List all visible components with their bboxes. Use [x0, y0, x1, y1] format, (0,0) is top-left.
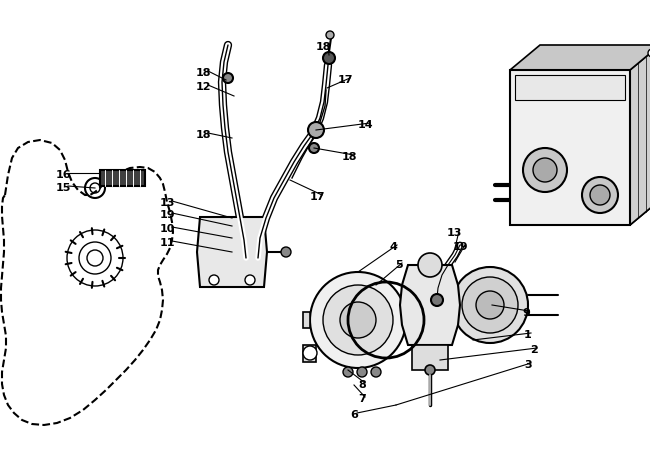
Circle shape	[326, 31, 334, 39]
Circle shape	[425, 365, 435, 375]
Circle shape	[582, 177, 618, 213]
Circle shape	[308, 122, 324, 138]
Circle shape	[303, 346, 317, 360]
Polygon shape	[510, 70, 630, 225]
Circle shape	[209, 275, 219, 285]
Circle shape	[323, 285, 393, 355]
Text: 4: 4	[390, 242, 398, 252]
Circle shape	[309, 143, 319, 153]
Polygon shape	[197, 217, 267, 287]
Circle shape	[343, 367, 353, 377]
Polygon shape	[630, 45, 650, 225]
Circle shape	[310, 272, 406, 368]
Text: 3: 3	[524, 360, 532, 370]
Text: 10: 10	[160, 224, 176, 234]
Polygon shape	[515, 75, 625, 100]
Circle shape	[648, 49, 650, 57]
Text: 2: 2	[530, 345, 538, 355]
Text: 19: 19	[160, 210, 176, 220]
Text: 19: 19	[453, 242, 469, 252]
Circle shape	[323, 52, 335, 64]
Polygon shape	[303, 345, 316, 362]
Text: 18: 18	[342, 152, 358, 162]
Polygon shape	[303, 312, 310, 328]
Circle shape	[452, 267, 528, 343]
Polygon shape	[510, 200, 650, 225]
Text: 18: 18	[316, 42, 332, 52]
Text: 18: 18	[196, 68, 211, 78]
Circle shape	[371, 367, 381, 377]
Text: 18: 18	[196, 130, 211, 140]
Text: 13: 13	[160, 198, 176, 208]
Text: 8: 8	[358, 380, 366, 390]
Circle shape	[223, 73, 233, 83]
Polygon shape	[412, 345, 448, 370]
Circle shape	[418, 253, 442, 277]
Text: 16: 16	[56, 170, 72, 180]
Circle shape	[245, 275, 255, 285]
Text: 12: 12	[196, 82, 211, 92]
Circle shape	[340, 302, 376, 338]
Circle shape	[533, 158, 557, 182]
Circle shape	[357, 367, 367, 377]
Circle shape	[476, 291, 504, 319]
Polygon shape	[510, 45, 650, 70]
Circle shape	[281, 247, 291, 257]
Text: 11: 11	[160, 238, 176, 248]
Text: 14: 14	[358, 120, 374, 130]
Circle shape	[431, 294, 443, 306]
Circle shape	[523, 148, 567, 192]
Text: 17: 17	[310, 192, 326, 202]
Text: 13: 13	[447, 228, 462, 238]
Circle shape	[462, 277, 518, 333]
Text: 1: 1	[524, 330, 532, 340]
Text: 17: 17	[338, 75, 354, 85]
Text: 6: 6	[350, 410, 358, 420]
Polygon shape	[100, 170, 145, 186]
Polygon shape	[400, 265, 460, 345]
Text: 15: 15	[56, 183, 72, 193]
Text: 5: 5	[395, 260, 402, 270]
Text: 7: 7	[358, 394, 366, 404]
Circle shape	[590, 185, 610, 205]
Text: 9: 9	[522, 308, 530, 318]
